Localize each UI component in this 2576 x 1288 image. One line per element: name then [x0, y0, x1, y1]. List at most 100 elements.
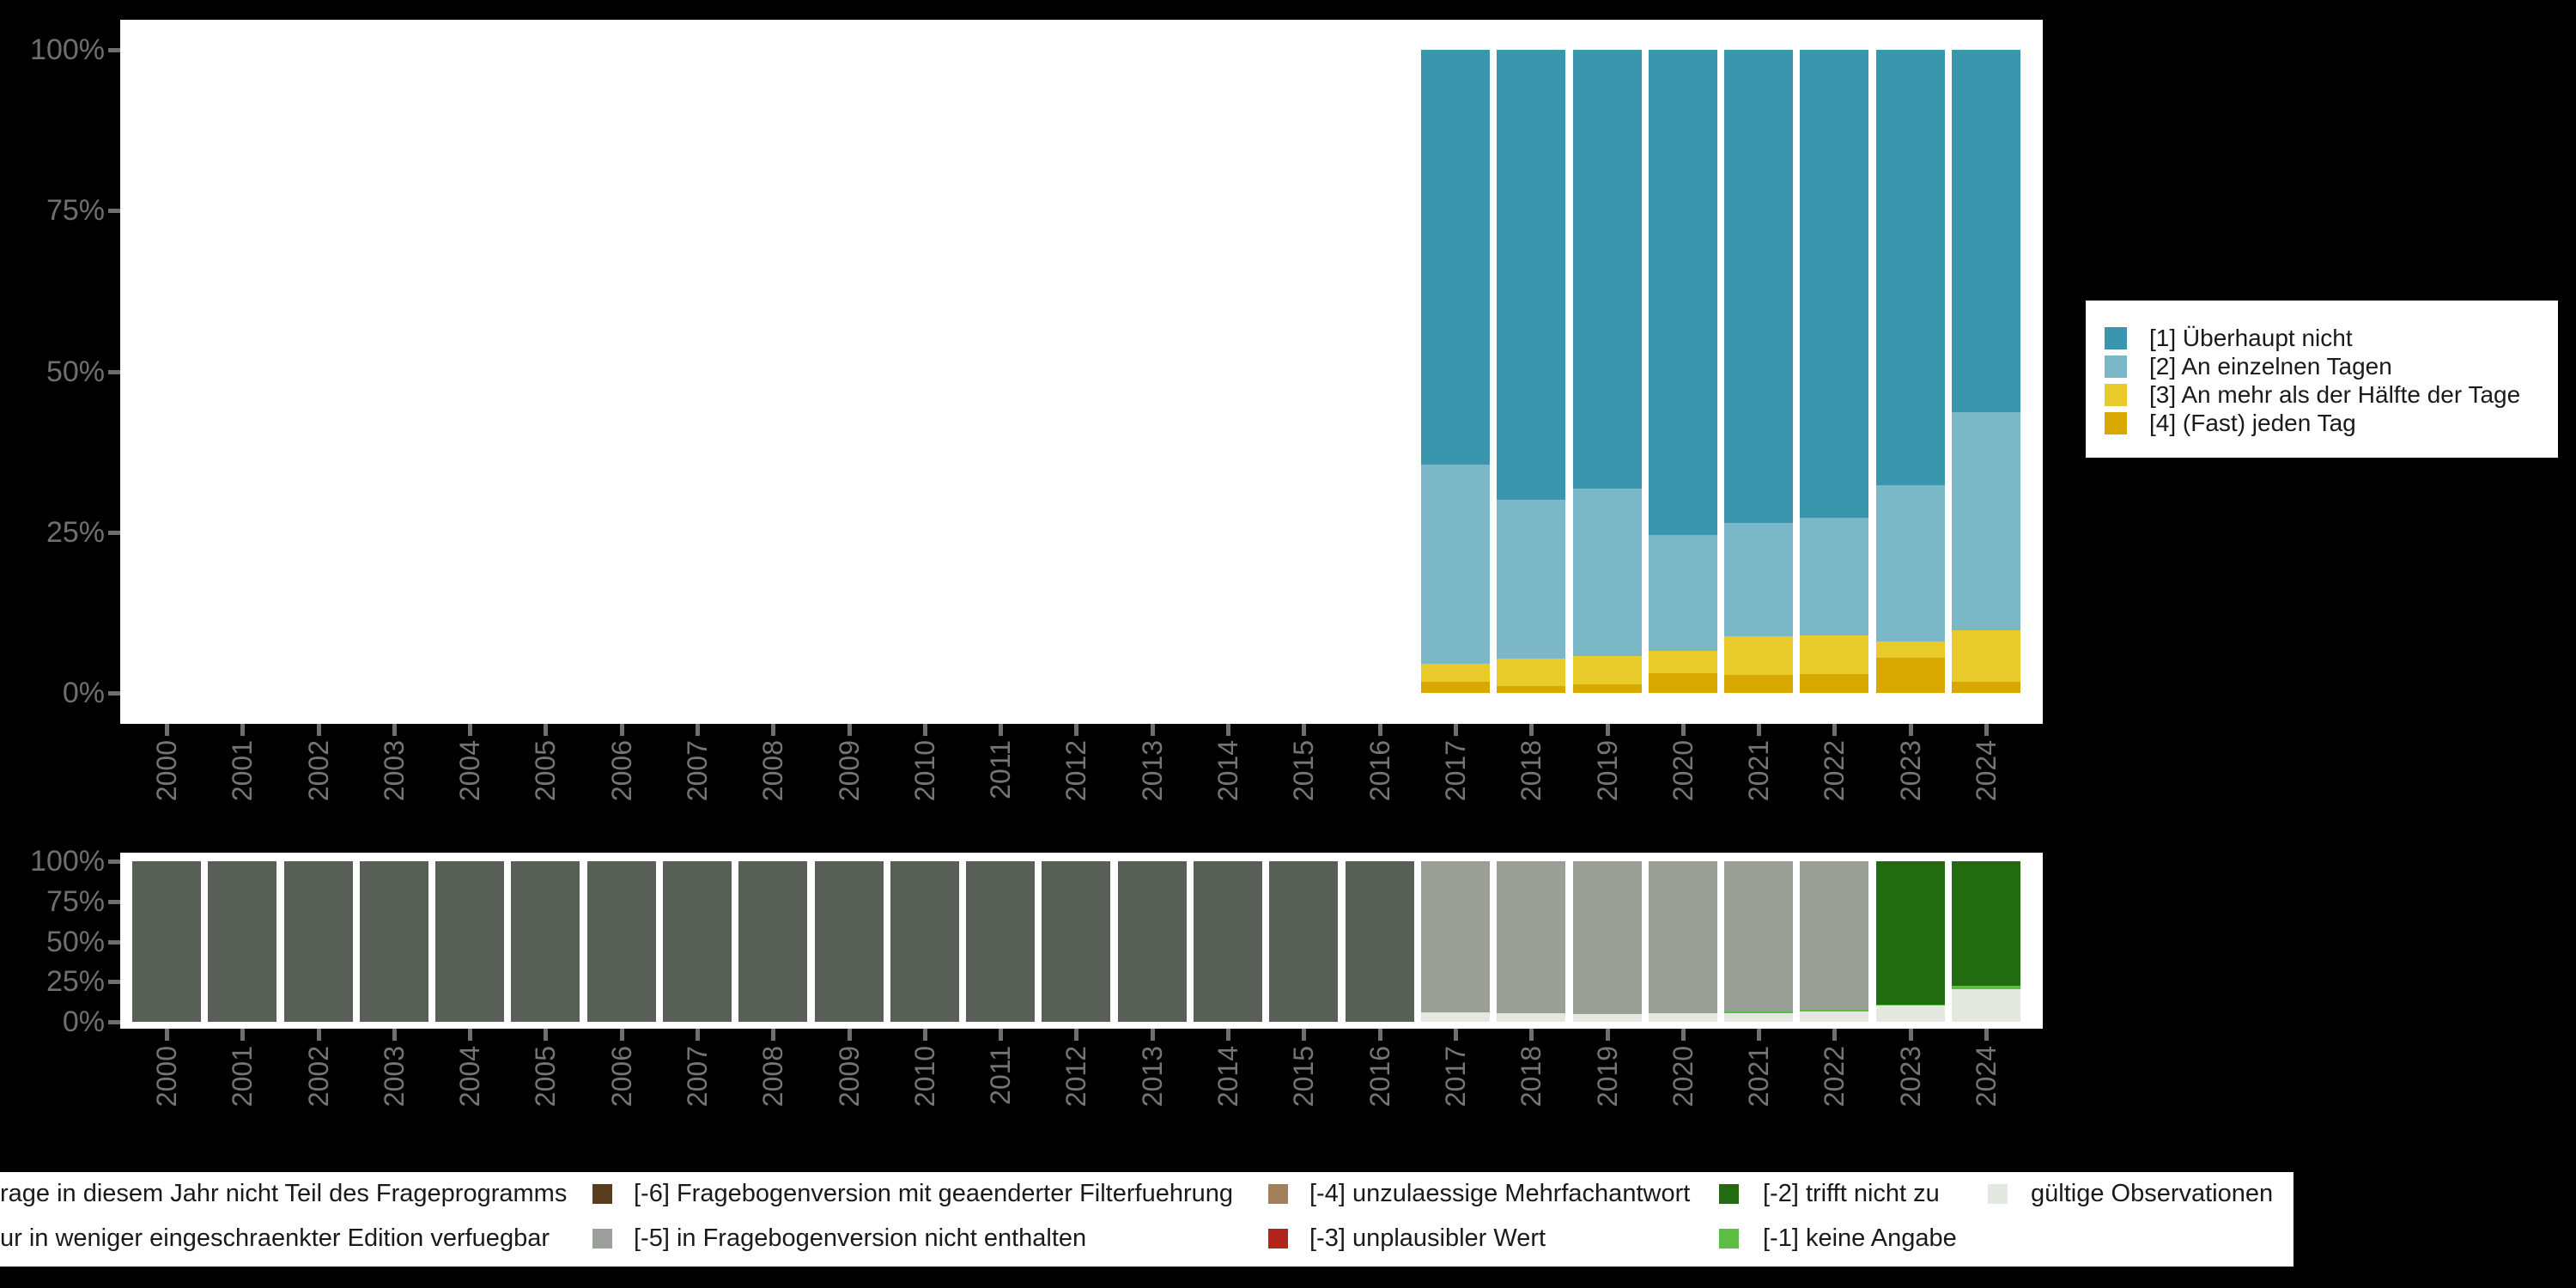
bar-segment[interactable] — [1951, 411, 2020, 630]
bar-segment[interactable] — [1724, 50, 1794, 523]
bar-segment[interactable] — [1420, 663, 1490, 682]
top-chart-panel — [120, 20, 2043, 724]
bar-segment[interactable] — [1572, 488, 1642, 656]
x-tick-label: 2013 — [1136, 740, 1168, 802]
x-tick-label: 2020 — [1667, 740, 1698, 802]
bar-segment[interactable] — [1497, 685, 1566, 693]
bar-segment[interactable] — [1951, 861, 2020, 987]
bar-segment[interactable] — [1724, 636, 1794, 676]
bar-segment[interactable] — [1420, 465, 1490, 664]
bar-segment[interactable] — [1648, 861, 1717, 1014]
legend-label: [-3] unplausibler Wert — [1309, 1224, 1546, 1252]
legend-label: [4] (Fast) jeden Tag — [2149, 410, 2356, 436]
bar-segment[interactable] — [132, 861, 201, 1022]
bar-segment[interactable] — [890, 861, 959, 1022]
x-tick — [1605, 724, 1610, 736]
x-tick — [1150, 724, 1155, 736]
bar-segment[interactable] — [1724, 861, 1794, 1012]
x-tick — [392, 724, 397, 736]
bar-segment[interactable] — [586, 861, 656, 1022]
bar-segment[interactable] — [663, 861, 732, 1022]
x-tick — [1832, 724, 1838, 736]
bar-segment[interactable] — [1800, 635, 1869, 675]
bar-segment[interactable] — [1572, 861, 1642, 1015]
bar-segment[interactable] — [1724, 1013, 1794, 1022]
bar-segment[interactable] — [1572, 655, 1642, 685]
bar-segment[interactable] — [435, 861, 505, 1022]
x-tick — [922, 1029, 927, 1041]
bar-segment[interactable] — [738, 861, 808, 1022]
bar-segment[interactable] — [1951, 629, 2020, 683]
bar-segment[interactable] — [359, 861, 428, 1022]
bar-segment[interactable] — [1951, 682, 2020, 693]
x-tick-label: 2014 — [1212, 740, 1244, 802]
bar-segment[interactable] — [1497, 50, 1566, 500]
bar-segment[interactable] — [1800, 517, 1869, 635]
bar-segment[interactable] — [1800, 1010, 1869, 1012]
legend-swatch — [592, 1183, 612, 1204]
bar-segment[interactable] — [1420, 861, 1490, 1012]
bar-segment[interactable] — [1420, 50, 1490, 465]
bar-segment[interactable] — [208, 861, 277, 1022]
bar-segment[interactable] — [1724, 675, 1794, 693]
x-tick — [1150, 1029, 1155, 1041]
x-tick — [619, 724, 624, 736]
bar-segment[interactable] — [1648, 1013, 1717, 1022]
x-tick-label: 2018 — [1516, 740, 1547, 802]
bar-segment[interactable] — [1724, 1012, 1794, 1014]
bar-segment[interactable] — [511, 861, 580, 1022]
bar-segment[interactable] — [1345, 861, 1414, 1022]
x-tick-label: 2008 — [757, 1046, 789, 1108]
bar-segment[interactable] — [1951, 50, 2020, 412]
bar-segment[interactable] — [1800, 1012, 1869, 1022]
bar-segment[interactable] — [1648, 534, 1717, 652]
x-tick-label: 2023 — [1894, 740, 1926, 802]
bar-segment[interactable] — [1875, 641, 1945, 658]
bar-segment[interactable] — [1420, 681, 1490, 693]
bar-segment[interactable] — [1117, 861, 1187, 1022]
bar-segment[interactable] — [1269, 861, 1339, 1022]
bar-segment[interactable] — [1497, 861, 1566, 1014]
x-tick-label: 2004 — [454, 740, 486, 802]
bar-segment[interactable] — [814, 861, 884, 1022]
bar-segment[interactable] — [1572, 1014, 1642, 1022]
bar-segment[interactable] — [1800, 50, 1869, 518]
bar-segment[interactable] — [1194, 861, 1263, 1022]
x-tick-label: 2003 — [378, 1046, 410, 1108]
bar-segment[interactable] — [1420, 1012, 1490, 1022]
bar-segment[interactable] — [1648, 672, 1717, 693]
legend-swatch — [1268, 1183, 1288, 1204]
x-tick-label: 2002 — [302, 740, 334, 802]
x-tick-label: 2010 — [908, 1046, 940, 1108]
y-tick — [108, 1020, 120, 1024]
y-tick-label: 75% — [46, 194, 105, 228]
bar-segment[interactable] — [1800, 674, 1869, 693]
bar-segment[interactable] — [283, 861, 353, 1022]
bar-segment[interactable] — [1042, 861, 1111, 1022]
bar-segment[interactable] — [1497, 659, 1566, 686]
x-tick-label: 2017 — [1439, 1046, 1471, 1108]
bar-segment[interactable] — [1648, 651, 1717, 673]
bar-segment[interactable] — [1724, 522, 1794, 637]
bar-segment[interactable] — [1572, 50, 1642, 489]
bar-segment[interactable] — [1951, 986, 2020, 989]
bar-segment[interactable] — [1648, 50, 1717, 535]
y-tick — [108, 980, 120, 985]
bar-segment[interactable] — [1875, 1005, 1945, 1022]
bar-segment[interactable] — [1875, 657, 1945, 693]
bar-segment[interactable] — [1497, 499, 1566, 659]
bar-segment[interactable] — [1572, 684, 1642, 693]
x-tick-label: 2022 — [1819, 740, 1850, 802]
x-tick — [1908, 724, 1913, 736]
x-tick-label: 2012 — [1060, 740, 1092, 802]
bar-segment[interactable] — [1497, 1013, 1566, 1022]
bar-segment[interactable] — [1875, 485, 1945, 642]
y-tick-label: 0% — [62, 677, 105, 709]
bar-segment[interactable] — [1800, 861, 1869, 1011]
bar-segment[interactable] — [1875, 50, 1945, 486]
y-tick-label: 75% — [46, 884, 105, 918]
bar-segment[interactable] — [1875, 861, 1945, 1005]
x-tick — [1453, 1029, 1458, 1041]
bar-segment[interactable] — [1951, 988, 2020, 1022]
bar-segment[interactable] — [966, 861, 1036, 1022]
